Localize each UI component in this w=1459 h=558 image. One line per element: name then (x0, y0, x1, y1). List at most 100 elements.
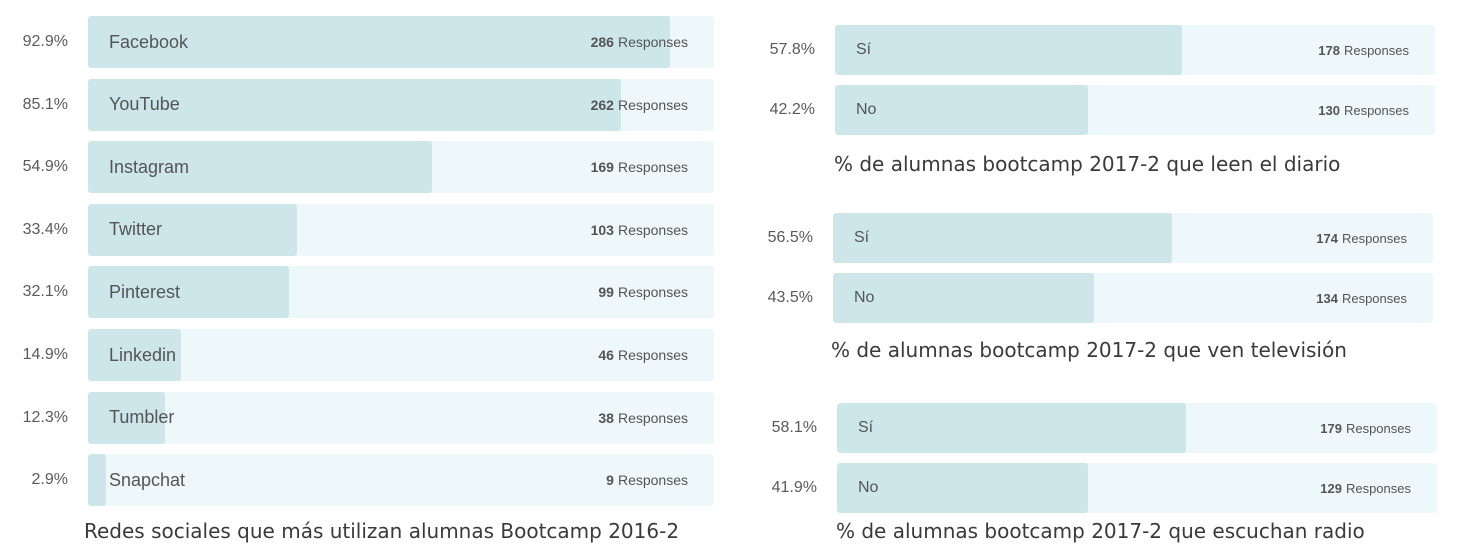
bar-track (88, 329, 714, 381)
bar-response-count: 9 (606, 472, 614, 489)
bar-responses-label: 38 Responses (598, 392, 688, 444)
bar-response-suffix: Responses (1345, 420, 1411, 436)
bar-track (835, 25, 1435, 75)
bar-category-label: Pinterest (109, 281, 181, 302)
bar-response-count: 262 (590, 96, 614, 113)
bar-response-suffix: Responses (1343, 42, 1409, 58)
bar-responses-label: 46 Responses (598, 329, 688, 381)
bar-response-count: 103 (590, 221, 614, 238)
bar-track (88, 78, 714, 131)
bar-response-count: 134 (1316, 290, 1338, 306)
bar-fill (88, 203, 298, 256)
bar-category-label: No (854, 289, 875, 306)
bar-percent-label: 43.5% (767, 289, 813, 306)
bar-track (88, 391, 714, 444)
bar-category-label: Twitter (109, 219, 163, 240)
bar-response-count: 179 (1320, 420, 1342, 436)
bar-percent-label: 92.9% (22, 33, 68, 50)
bar-percent-label: 2.9% (31, 471, 68, 489)
bar-response-count: 178 (1318, 42, 1340, 58)
bar-response-count: 99 (598, 284, 614, 301)
bar-row: 54.9% Instagram 169 Responses (23, 141, 714, 194)
bar-row: 14.9% Linkedin 46 Responses (23, 329, 714, 381)
bar-responses-label: 130 Responses (1318, 85, 1409, 135)
bar-track (833, 273, 1433, 323)
bar-response-count: 286 (590, 34, 614, 50)
bar-responses-label: 129 Responses (1320, 463, 1411, 513)
bar-track (88, 16, 714, 68)
bar-fill (835, 25, 1182, 75)
chart-caption-radio: % de alumnas bootcamp 2017-2 que escucha… (836, 519, 1365, 543)
bar-response-suffix: Responses (617, 221, 688, 238)
bar-fill (88, 266, 289, 319)
bar-row: 2.9% Snapchat 9 Responses (32, 454, 714, 507)
bar-responses-label: 174 Responses (1316, 213, 1407, 263)
bar-response-suffix: Responses (617, 96, 688, 113)
bar-percent-label: 42.2% (769, 101, 815, 118)
bar-responses-label: 134 Responses (1316, 273, 1407, 323)
bar-category-label: Linkedin (109, 344, 177, 365)
bar-percent-label: 56.5% (767, 229, 813, 246)
bar-row: 33.4% Twitter 103 Responses (23, 203, 714, 256)
chart-caption-newspaper: % de alumnas bootcamp 2017-2 que leen el… (834, 152, 1341, 176)
bar-percent-label: 33.4% (22, 220, 68, 238)
bar-track (88, 454, 714, 507)
bar-percent-label: 32.1% (22, 283, 68, 301)
bar-percent-label: 57.8% (769, 41, 815, 58)
bar-track (833, 213, 1433, 263)
bar-fill (837, 403, 1186, 453)
bar-response-suffix: Responses (617, 34, 688, 50)
bar-percent-label: 58.1% (771, 419, 817, 436)
bar-responses-label: 286 Responses (591, 16, 688, 68)
bar-responses-label: 179 Responses (1320, 403, 1411, 453)
bar-fill (833, 273, 1094, 323)
bar-track (837, 403, 1437, 453)
bar-row: 32.1% Pinterest 99 Responses (23, 266, 714, 319)
bar-category-label: Tumbler (109, 407, 175, 428)
bar-response-count: 130 (1318, 102, 1340, 118)
bar-percent-label: 12.3% (22, 408, 68, 426)
bar-category-label: No (856, 101, 877, 118)
bar-row: 58.1% Sí 179 Responses (772, 403, 1437, 453)
bar-response-count: 38 (598, 409, 614, 426)
bar-category-label: Sí (858, 419, 874, 436)
bar-track (88, 266, 714, 319)
bar-row: 56.5% Sí 174 Responses (768, 213, 1433, 263)
bar-fill (837, 463, 1089, 513)
bar-row: 57.8% Sí 178 Responses (770, 25, 1435, 75)
bar-fill (88, 78, 621, 131)
bar-row: 92.9% Facebook 286 Responses (23, 16, 714, 68)
bar-row: 12.3% Tumbler 38 Responses (23, 391, 714, 444)
bar-category-label: Instagram (109, 156, 190, 177)
bar-response-suffix: Responses (617, 472, 688, 489)
bar-category-label: Sí (854, 229, 870, 246)
bar-response-suffix: Responses (1343, 102, 1409, 118)
bar-responses-label: 262 Responses (591, 79, 688, 131)
bar-fill (88, 329, 182, 381)
bar-response-suffix: Responses (1341, 290, 1407, 306)
bar-fill (88, 16, 670, 68)
bar-track (88, 141, 714, 194)
bar-percent-label: 85.1% (22, 95, 68, 113)
bar-responses-label: 9 Responses (606, 454, 688, 506)
bar-response-count: 174 (1316, 230, 1338, 246)
bar-response-count: 129 (1320, 480, 1342, 496)
bar-row: 85.1% YouTube 262 Responses (23, 78, 714, 131)
bar-percent-label: 14.9% (22, 346, 68, 363)
bar-fill (88, 141, 432, 194)
bar-fill (88, 391, 165, 444)
bar-category-label: YouTube (109, 94, 180, 115)
bar-row: 41.9% No 129 Responses (772, 463, 1437, 513)
bar-fill (88, 454, 107, 507)
bar-category-label: No (858, 479, 879, 496)
bar-responses-label: 99 Responses (598, 266, 688, 318)
bar-track (837, 463, 1437, 513)
chart-caption-social-networks: Redes sociales que más utilizan alumnas … (84, 519, 680, 543)
bar-category-label: Snapchat (109, 469, 186, 490)
bar-response-suffix: Responses (617, 284, 688, 301)
bar-track (88, 203, 714, 256)
bar-responses-label: 103 Responses (591, 204, 688, 256)
bar-response-count: 46 (598, 347, 614, 363)
bar-fill (833, 213, 1172, 263)
chart-caption-television: % de alumnas bootcamp 2017-2 que ven tel… (831, 338, 1347, 362)
